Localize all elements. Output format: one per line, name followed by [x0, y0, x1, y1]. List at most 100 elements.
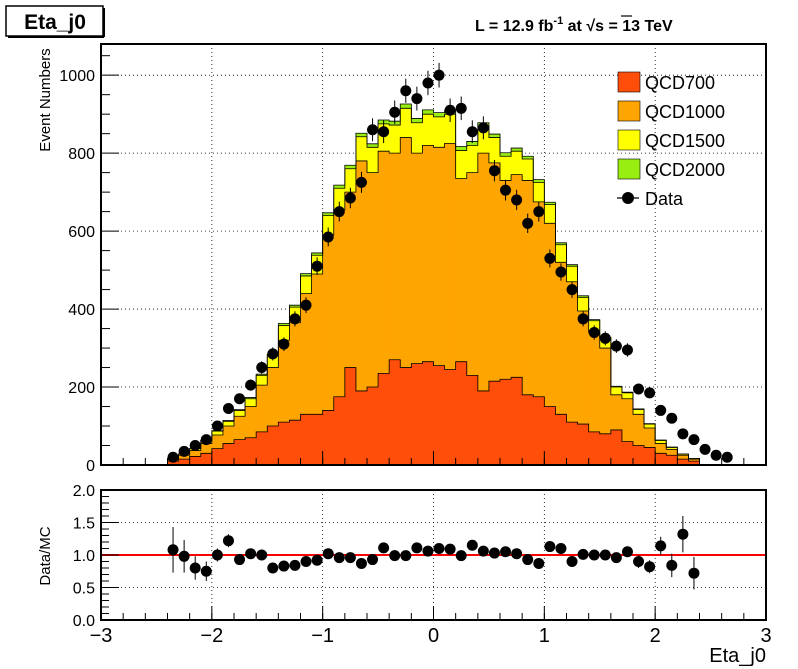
- bar-QCD1000-22: [411, 153, 423, 466]
- bar-QCD700-27: [466, 375, 479, 465]
- data-point-40: [610, 340, 622, 352]
- ratio-point-30: [500, 546, 512, 558]
- ratio-point-19: [378, 542, 390, 554]
- data-point-33: [533, 206, 545, 218]
- legend-label-QCD2000: QCD2000: [645, 160, 725, 180]
- x-tick-label-5: 2: [650, 625, 661, 647]
- data-point-7: [245, 379, 257, 391]
- bar-QCD700-8: [256, 431, 268, 465]
- bar-QCD700-36: [566, 422, 578, 465]
- ratio-point-22: [411, 542, 423, 554]
- bar-QCD1000-21: [400, 137, 412, 466]
- data-point-42: [633, 383, 645, 395]
- lumi-sqrt: √: [586, 18, 595, 35]
- data-point-50: [721, 451, 733, 463]
- lumi-mid: at: [563, 18, 586, 35]
- bar-QCD700-6: [234, 439, 246, 465]
- legend-data-marker: [622, 192, 634, 204]
- main-panel-axes: 0 200 400 600 800 1000: [59, 55, 767, 475]
- data-point-17: [355, 176, 367, 188]
- bar-QCD700-45: [666, 455, 678, 465]
- data-point-45: [666, 412, 678, 424]
- bar-QCD1000-34: [544, 223, 556, 465]
- bar-QCD700-11: [289, 420, 301, 465]
- data-point-35: [555, 266, 567, 278]
- data-point-22: [411, 93, 423, 105]
- ratio-point-2: [189, 562, 201, 574]
- x-tick-label-0: −3: [90, 625, 113, 647]
- data-point-46: [677, 428, 689, 440]
- data-point-2: [189, 440, 201, 452]
- data-point-10: [278, 338, 290, 350]
- ratio-point-6: [234, 554, 246, 566]
- data-point-28: [477, 122, 489, 134]
- ratio-point-32: [522, 554, 534, 566]
- bar-QCD1000-31: [511, 174, 523, 466]
- y-tick-label-4: 800: [68, 146, 95, 163]
- data-point-4: [211, 420, 223, 432]
- ratio-y-tick-label-2: 1.0: [73, 548, 95, 565]
- legend-label-QCD1500: QCD1500: [645, 131, 725, 151]
- legend-swatch-QCD2000: [617, 158, 641, 180]
- ratio-point-18: [367, 554, 379, 566]
- ratio-point-16: [344, 552, 356, 564]
- ratio-point-25: [444, 543, 456, 555]
- bar-QCD700-14: [322, 410, 335, 465]
- x-tick-label-3: 0: [428, 625, 439, 647]
- ratio-point-41: [621, 546, 633, 558]
- title-box-frame: [5, 5, 104, 37]
- bar-QCD700-15: [333, 396, 346, 465]
- outline-QCD2000: [167, 103, 700, 465]
- bar-QCD700-35: [555, 414, 567, 465]
- data-point-21: [400, 85, 412, 97]
- ratio-point-17: [355, 557, 367, 569]
- data-point-25: [444, 104, 456, 116]
- data-point-26: [455, 102, 467, 114]
- ratio-point-11: [289, 559, 301, 571]
- y-tick-label-2: 400: [68, 302, 95, 319]
- ratio-point-10: [278, 560, 290, 572]
- bar-QCD700-28: [477, 390, 490, 465]
- bar-QCD700-17: [355, 390, 368, 465]
- data-point-14: [322, 231, 334, 243]
- bar-QCD1000-8: [256, 385, 268, 465]
- data-point-11: [289, 313, 301, 325]
- bar-QCD700-21: [400, 367, 412, 465]
- bar-QCD1000-33: [533, 201, 545, 465]
- ratio-point-40: [610, 552, 622, 564]
- data-point-8: [256, 362, 268, 374]
- bar-QCD700-18: [367, 387, 379, 465]
- bar-QCD1000-32: [522, 180, 534, 465]
- ratio-point-42: [633, 556, 645, 567]
- data-point-23: [422, 77, 434, 89]
- bar-QCD700-12: [300, 414, 312, 465]
- bar-QCD700-13: [311, 414, 324, 465]
- bar-QCD700-26: [455, 361, 468, 465]
- ratio-point-14: [322, 548, 334, 560]
- bar-QCD700-44: [655, 453, 667, 465]
- data-point-13: [311, 260, 323, 272]
- data-point-37: [577, 313, 589, 325]
- data-point-38: [588, 326, 600, 338]
- ratio-point-26: [455, 550, 467, 562]
- bar-QCD1000-41: [621, 398, 634, 465]
- bar-QCD1000-27: [466, 172, 479, 465]
- bar-QCD700-1: [178, 459, 191, 465]
- bar-QCD1000-26: [455, 178, 468, 465]
- bar-QCD1000-17: [355, 160, 368, 465]
- bar-QCD1000-29: [488, 162, 501, 465]
- x-tick-label-2: −1: [311, 625, 334, 647]
- data-point-16: [344, 192, 356, 204]
- ratio-point-13: [311, 554, 323, 566]
- ratio-point-15: [333, 552, 345, 564]
- bar-QCD1000-12: [300, 293, 312, 465]
- legend-label-QCD1000: QCD1000: [645, 102, 725, 122]
- data-point-49: [710, 449, 722, 461]
- lumi-prefix: L = 12.9 fb: [475, 18, 554, 35]
- ratio-y-tick-label-4: 2.0: [73, 483, 95, 500]
- bar-QCD1000-23: [422, 145, 434, 465]
- data-point-6: [234, 393, 246, 405]
- data-point-9: [267, 348, 279, 360]
- data-point-0: [167, 451, 179, 463]
- bar-QCD1000-38: [588, 332, 601, 465]
